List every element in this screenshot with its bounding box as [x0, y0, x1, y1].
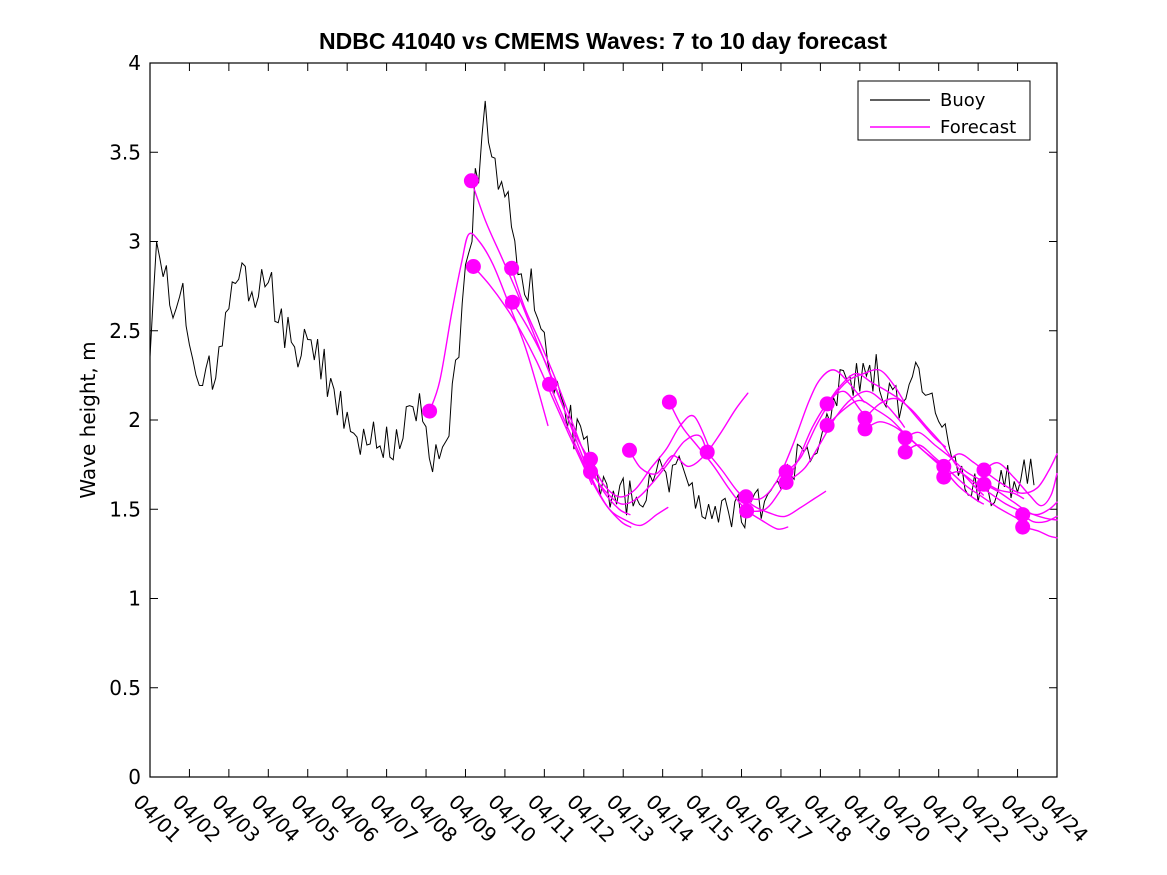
- forecast-start-dot: [976, 476, 992, 492]
- forecast-start-dot: [1015, 519, 1031, 535]
- forecast-start-dot: [622, 442, 637, 458]
- forecast-run-path: [706, 451, 827, 518]
- forecast-run-path: [470, 180, 591, 460]
- forecast-run-path: [785, 390, 906, 484]
- y-axis-label: Wave height, m: [76, 341, 100, 498]
- legend-entry-buoy: Buoy: [870, 90, 986, 111]
- forecast-run-path: [511, 301, 632, 528]
- forecast-start-dot: [583, 464, 598, 480]
- forecast-run-path: [628, 392, 749, 475]
- forecast-start-dot: [778, 475, 794, 490]
- forecast-start-dot: [583, 451, 598, 467]
- forecast-start-dot: [422, 403, 438, 419]
- forecast-start-dot: [976, 462, 992, 478]
- y-tick-label: 4: [128, 51, 141, 75]
- chart-title: NDBC 41040 vs CMEMS Waves: 7 to 10 day f…: [319, 28, 887, 54]
- forecast-run-path: [510, 267, 631, 516]
- y-tick-label: 1.5: [109, 497, 141, 521]
- forecast-start-dot: [739, 503, 755, 519]
- forecast-run-path: [983, 462, 1058, 507]
- y-tick-label: 3.5: [109, 140, 141, 164]
- forecast-run-path: [904, 444, 1025, 523]
- forecast-lines: [428, 180, 1058, 539]
- forecast-start-dot: [857, 410, 873, 426]
- y-tick-label: 2: [128, 408, 141, 432]
- forecast-run-path: [864, 397, 984, 496]
- forecast-run-path: [826, 372, 947, 448]
- y-tick-label: 2.5: [109, 319, 141, 343]
- y-tick-label: 0.5: [109, 676, 141, 700]
- forecast-start-dot: [778, 464, 794, 480]
- forecast-run-path: [589, 414, 710, 498]
- forecast-start-dot: [542, 376, 557, 392]
- legend-label-buoy: Buoy: [940, 90, 986, 111]
- y-tick-label: 1: [128, 587, 141, 611]
- forecast-start-dot: [897, 430, 913, 446]
- legend-label-forecast: Forecast: [940, 117, 1016, 138]
- forecast-start-dot: [504, 260, 520, 276]
- forecast-run-path: [428, 232, 549, 427]
- forecast-start-dot: [936, 458, 952, 474]
- forecast-run-path: [943, 471, 1058, 516]
- forecast-start-dot: [897, 444, 913, 460]
- forecast-run-path: [904, 431, 1025, 500]
- forecast-run-path: [472, 265, 593, 485]
- forecast-start-dot: [463, 173, 479, 189]
- forecast-start-dot: [819, 396, 835, 412]
- legend-box: [857, 80, 1031, 141]
- y-tick-label: 0: [128, 765, 141, 789]
- forecast-run-path: [745, 390, 866, 513]
- forecast-run-path: [864, 421, 984, 505]
- forecast-start-dot: [936, 469, 952, 485]
- forecast-run-path: [668, 401, 789, 530]
- y-tick-label: 3: [128, 230, 141, 254]
- forecast-run-path: [745, 369, 865, 501]
- y-axis: 0 0.5 1 1.5 2 2.5 3 3.5 4: [109, 51, 1057, 789]
- forecast-run-path: [785, 368, 906, 473]
- forecast-run-path: [826, 399, 947, 471]
- forecast-start-dot: [661, 394, 677, 410]
- forecast-run-path: [548, 383, 669, 527]
- forecast-start-dot: [1015, 507, 1031, 523]
- legend: Buoy Forecast: [857, 80, 1031, 141]
- forecast-run-path: [589, 434, 710, 505]
- forecast-start-dot: [738, 489, 754, 505]
- forecast-start-dot: [699, 444, 715, 460]
- forecast-run-path: [943, 453, 1058, 494]
- forecast-start-markers: [422, 173, 1031, 535]
- forecast-start-dot: [819, 417, 835, 433]
- legend-entry-forecast: Forecast: [870, 117, 1016, 138]
- forecast-start-dot: [504, 294, 520, 310]
- forecast-start-dot: [857, 421, 873, 437]
- forecast-start-dot: [465, 259, 481, 274]
